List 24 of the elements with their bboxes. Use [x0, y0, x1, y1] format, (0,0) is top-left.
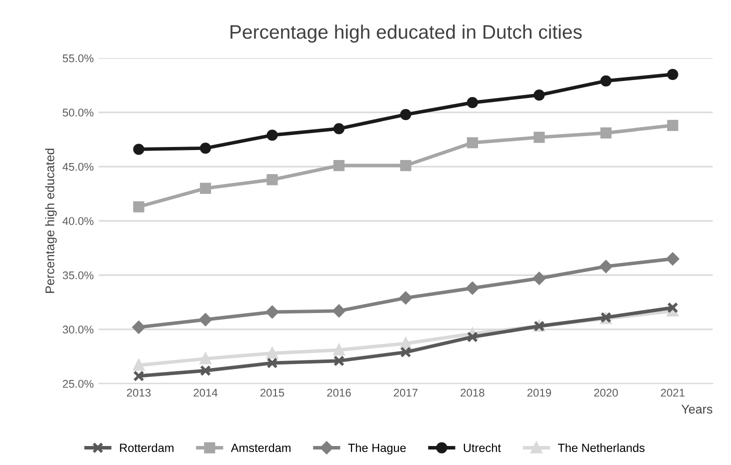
legend-label: Utrecht: [464, 443, 501, 452]
y-tick-label: 45.0%: [62, 162, 94, 171]
y-axis-title: Percentage high educated: [45, 148, 57, 293]
y-tick-label: 40.0%: [62, 217, 94, 226]
x-tick-label: 2015: [260, 388, 284, 397]
legend-label: Rotterdam: [120, 443, 174, 452]
x-tick-label: 2018: [460, 388, 484, 397]
y-tick-label: 25.0%: [62, 380, 94, 388]
x-tick-label: 2013: [126, 388, 151, 397]
x-axis-title: Years: [681, 404, 712, 414]
legend-label: Amsterdam: [230, 443, 290, 452]
x-tick-label: 2020: [594, 388, 618, 397]
legend-label: The Hague: [348, 443, 406, 454]
x-tick-label: 2016: [327, 388, 351, 397]
y-tick-label: 55.0%: [62, 54, 94, 62]
x-tick-label: 2019: [527, 388, 552, 397]
legend-label: The Netherlands: [558, 443, 645, 452]
x-tick-label: 2017: [394, 388, 418, 397]
x-tick-label: 2021: [660, 388, 684, 397]
chart-title: Percentage high educated in Dutch cities: [230, 24, 582, 43]
x-tick-label: 2014: [194, 388, 218, 397]
y-tick-label: 35.0%: [62, 271, 94, 280]
y-tick-label: 50.0%: [62, 108, 94, 117]
y-tick-label: 30.0%: [62, 326, 94, 334]
